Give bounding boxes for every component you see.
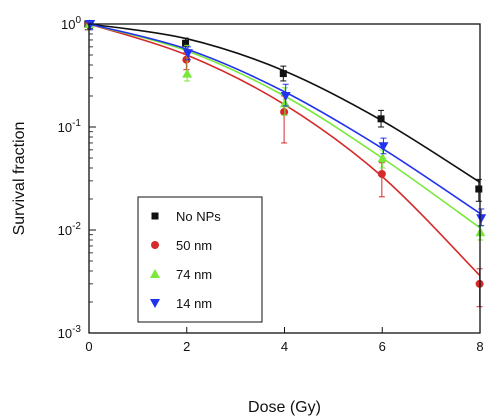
legend-label: 50 nm xyxy=(176,238,212,253)
legend-label: No NPs xyxy=(176,209,221,224)
data-point xyxy=(182,68,193,78)
fit-curve xyxy=(88,23,481,215)
legend-label: 14 nm xyxy=(176,296,212,311)
data-point xyxy=(182,49,193,59)
data-point xyxy=(475,185,483,193)
x-tick-label: 6 xyxy=(379,339,386,354)
y-axis-title: Survival fraction xyxy=(11,122,28,236)
data-point xyxy=(476,214,487,224)
y-tick-label: 10-2 xyxy=(58,221,82,238)
series-14-nm xyxy=(85,20,487,227)
data-point xyxy=(279,98,290,108)
data-point xyxy=(279,70,287,78)
legend: No NPs 50 nm 74 nm 14 nm xyxy=(137,196,263,323)
y-tick-label: 10-3 xyxy=(58,324,82,341)
legend-label: 74 nm xyxy=(176,267,212,282)
x-tick-label: 8 xyxy=(476,339,483,354)
data-point xyxy=(377,153,388,163)
legend-marker xyxy=(151,212,159,220)
ticks-layer: 0 2 4 6 8 10-3 10-2 10-1 100 xyxy=(58,15,484,354)
legend-box xyxy=(137,196,263,323)
legend-item: 74 nm xyxy=(150,267,212,282)
legend-item: 50 nm xyxy=(151,238,212,253)
data-point xyxy=(280,91,291,101)
legend-item: 14 nm xyxy=(150,296,212,311)
x-tick-label: 2 xyxy=(183,339,190,354)
legend-marker xyxy=(150,299,160,308)
legend-item: No NPs xyxy=(151,209,221,224)
legend-marker xyxy=(151,241,159,249)
x-axis-title: Dose (Gy) xyxy=(248,399,321,416)
data-point xyxy=(182,39,190,47)
data-point xyxy=(377,115,385,123)
y-tick-label: 100 xyxy=(61,15,81,32)
data-point xyxy=(378,142,389,152)
y-tick-label: 10-1 xyxy=(58,118,82,135)
x-tick-label: 4 xyxy=(281,339,288,354)
legend-marker xyxy=(150,269,160,278)
data-point xyxy=(280,107,289,116)
data-point xyxy=(377,169,386,178)
x-tick-label: 0 xyxy=(85,339,92,354)
